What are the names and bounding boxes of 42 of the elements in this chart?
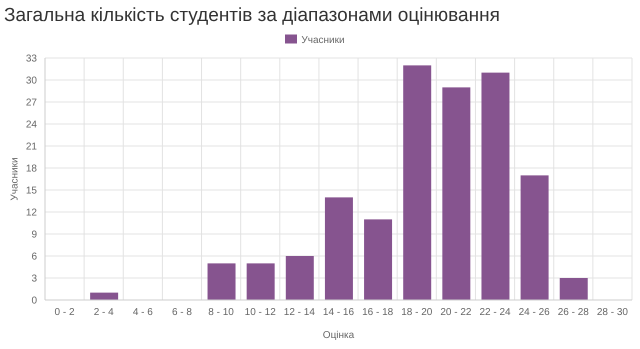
bar [208,263,236,300]
y-tick-label: 0 [31,296,38,307]
bar [403,65,432,300]
y-tick-label: 15 [26,186,38,197]
legend-label: Учасники [301,35,345,46]
x-tick-label: 0 - 2 [54,307,76,318]
y-tick-label: 27 [26,98,38,109]
y-tick-label: 33 [26,54,38,65]
x-tick-label: 26 - 28 [558,307,590,318]
y-tick-label: 24 [26,120,38,131]
x-tick-label: 2 - 4 [94,307,114,318]
x-tick-label: 14 - 16 [322,307,354,318]
bar [286,256,314,300]
x-tick-label: 22 - 24 [479,307,512,318]
x-tick-label: 8 - 10 [208,307,234,318]
y-tick-label: 30 [26,76,38,87]
y-tick-label: 12 [26,208,38,219]
bar [364,219,392,300]
x-axis-title: Оцінка [322,330,355,341]
bar [520,175,549,300]
y-tick-label: 21 [26,142,38,153]
bar [442,87,470,300]
bar [481,72,510,300]
y-tick-label: 6 [31,252,38,263]
bar [560,278,588,300]
x-tick-label: 20 - 22 [440,307,472,318]
bar [90,292,118,300]
chart-title: Загальна кількість студентів за діапазонами оцінювання [4,4,501,28]
y-tick-label: 9 [31,230,38,241]
x-tick-label: 16 - 18 [362,307,394,318]
x-tick-label: 12 - 14 [284,307,316,318]
bar [324,197,353,300]
y-tick-label: 3 [31,274,38,285]
bar [246,263,275,300]
x-tick-label: 18 - 20 [401,307,433,318]
x-tick-label: 10 - 12 [244,307,276,318]
x-tick-label: 4 - 6 [132,307,154,318]
x-tick-label: 24 - 26 [518,307,550,318]
x-tick-label: 28 - 30 [596,307,628,318]
y-tick-label: 18 [26,164,38,175]
y-axis-title: Учасники [10,157,21,201]
x-tick-label: 6 - 8 [172,307,192,318]
